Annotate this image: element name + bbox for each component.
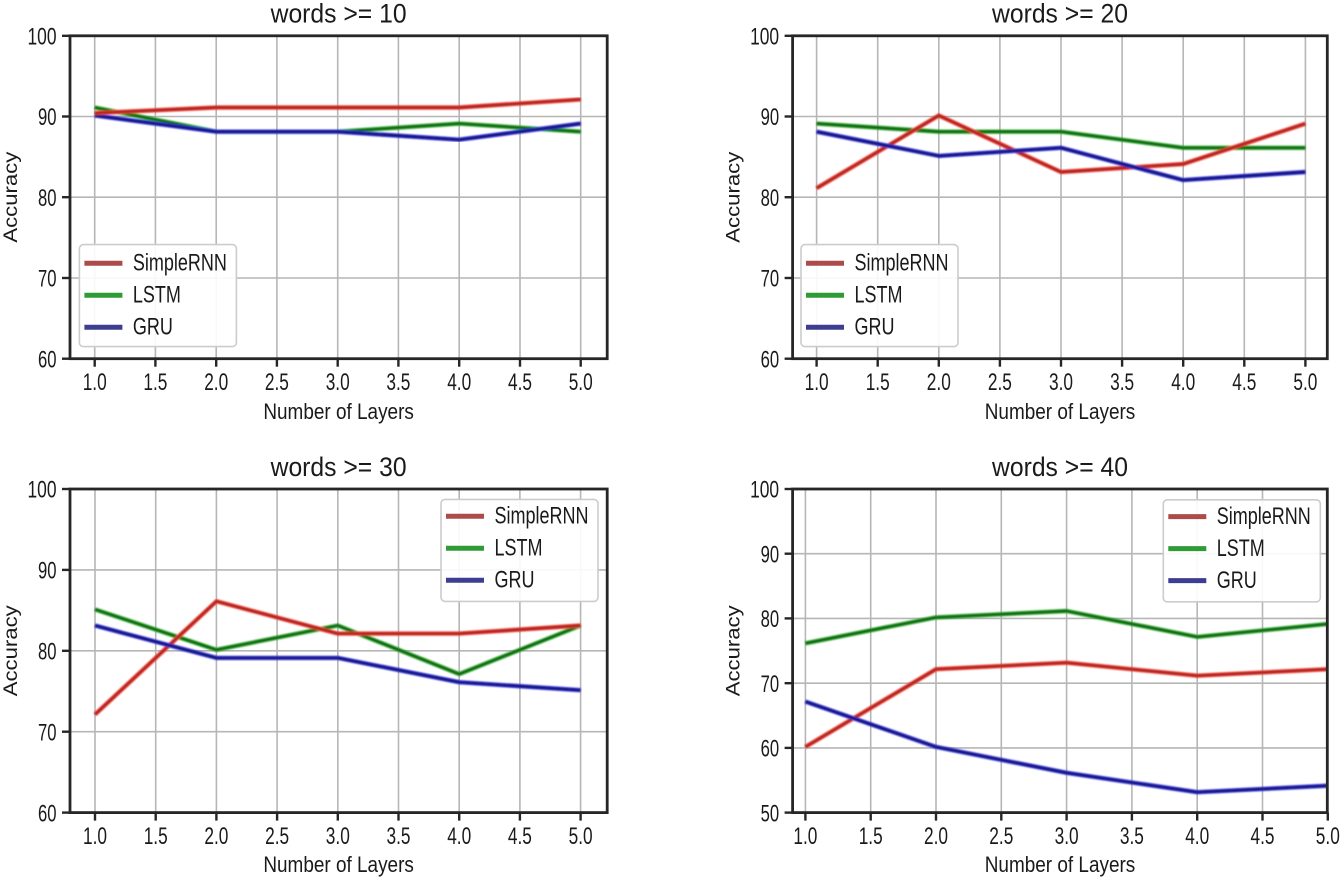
svg-text:5.0: 5.0: [569, 369, 593, 396]
svg-text:80: 80: [761, 185, 780, 212]
svg-text:1.0: 1.0: [805, 369, 829, 396]
svg-text:GRU: GRU: [855, 314, 895, 341]
svg-text:LSTM: LSTM: [133, 282, 181, 309]
svg-text:3.0: 3.0: [1055, 823, 1079, 850]
svg-text:60: 60: [761, 346, 780, 373]
svg-text:5.0: 5.0: [1293, 369, 1317, 396]
svg-text:3.5: 3.5: [386, 369, 410, 396]
svg-text:4.0: 4.0: [1171, 369, 1195, 396]
svg-text:3.5: 3.5: [1120, 823, 1144, 850]
svg-text:3.0: 3.0: [1049, 369, 1073, 396]
svg-text:1.0: 1.0: [83, 369, 107, 396]
svg-text:80: 80: [38, 185, 57, 212]
svg-text:70: 70: [38, 719, 57, 746]
svg-text:3.5: 3.5: [1110, 369, 1134, 396]
svg-text:Accuracy: Accuracy: [0, 151, 22, 242]
svg-text:Number of Layers: Number of Layers: [263, 852, 414, 877]
svg-text:GRU: GRU: [1217, 567, 1257, 594]
svg-text:3.5: 3.5: [387, 823, 411, 850]
svg-text:100: 100: [28, 24, 57, 51]
svg-text:2.0: 2.0: [927, 369, 951, 396]
svg-text:Accuracy: Accuracy: [722, 151, 744, 242]
svg-text:1.5: 1.5: [866, 369, 890, 396]
svg-text:100: 100: [750, 24, 779, 51]
svg-text:60: 60: [38, 346, 57, 373]
svg-text:4.5: 4.5: [508, 369, 532, 396]
svg-text:SimpleRNN: SimpleRNN: [1217, 503, 1311, 530]
svg-text:90: 90: [761, 104, 780, 131]
svg-text:words >= 10: words >= 10: [270, 0, 407, 28]
svg-text:90: 90: [761, 541, 780, 568]
svg-text:LSTM: LSTM: [495, 535, 543, 562]
svg-text:LSTM: LSTM: [855, 282, 903, 309]
svg-text:Number of Layers: Number of Layers: [263, 399, 414, 424]
svg-text:5.0: 5.0: [569, 823, 593, 850]
svg-text:50: 50: [761, 800, 780, 827]
svg-text:80: 80: [761, 606, 780, 633]
svg-text:4.0: 4.0: [447, 823, 471, 850]
svg-text:1.5: 1.5: [859, 823, 883, 850]
svg-text:2.0: 2.0: [924, 823, 948, 850]
svg-text:Number of Layers: Number of Layers: [985, 852, 1136, 877]
svg-text:60: 60: [38, 800, 57, 827]
svg-text:70: 70: [38, 266, 57, 293]
svg-text:70: 70: [761, 266, 780, 293]
svg-text:90: 90: [38, 558, 57, 585]
svg-text:5.0: 5.0: [1316, 823, 1340, 850]
svg-text:Number of Layers: Number of Layers: [985, 399, 1136, 424]
svg-text:2.5: 2.5: [989, 823, 1013, 850]
svg-text:2.5: 2.5: [265, 369, 289, 396]
svg-text:3.0: 3.0: [326, 369, 350, 396]
svg-text:GRU: GRU: [133, 314, 173, 341]
svg-text:80: 80: [38, 639, 57, 666]
svg-text:4.5: 4.5: [1232, 369, 1256, 396]
svg-text:SimpleRNN: SimpleRNN: [855, 250, 949, 277]
svg-text:LSTM: LSTM: [1217, 535, 1265, 562]
svg-text:90: 90: [38, 104, 57, 131]
svg-text:4.5: 4.5: [1251, 823, 1275, 850]
svg-text:SimpleRNN: SimpleRNN: [133, 250, 227, 277]
svg-text:Accuracy: Accuracy: [0, 605, 22, 696]
svg-text:1.5: 1.5: [144, 823, 168, 850]
svg-text:words >= 40: words >= 40: [991, 452, 1128, 482]
svg-text:70: 70: [761, 671, 780, 698]
svg-text:2.0: 2.0: [204, 369, 228, 396]
svg-text:3.0: 3.0: [326, 823, 350, 850]
svg-text:60: 60: [761, 736, 780, 763]
svg-text:4.5: 4.5: [508, 823, 532, 850]
svg-text:100: 100: [28, 477, 57, 504]
svg-text:2.5: 2.5: [265, 823, 289, 850]
svg-text:1.0: 1.0: [793, 823, 817, 850]
svg-text:SimpleRNN: SimpleRNN: [495, 503, 589, 530]
svg-text:1.5: 1.5: [143, 369, 167, 396]
svg-text:2.5: 2.5: [988, 369, 1012, 396]
svg-text:GRU: GRU: [495, 567, 535, 594]
svg-text:1.0: 1.0: [83, 823, 107, 850]
svg-text:Accuracy: Accuracy: [722, 605, 744, 696]
svg-text:words >= 30: words >= 30: [270, 452, 407, 482]
svg-text:100: 100: [750, 477, 779, 504]
svg-text:words >= 20: words >= 20: [991, 0, 1128, 28]
svg-text:2.0: 2.0: [204, 823, 228, 850]
svg-text:4.0: 4.0: [1185, 823, 1209, 850]
svg-text:4.0: 4.0: [447, 369, 471, 396]
